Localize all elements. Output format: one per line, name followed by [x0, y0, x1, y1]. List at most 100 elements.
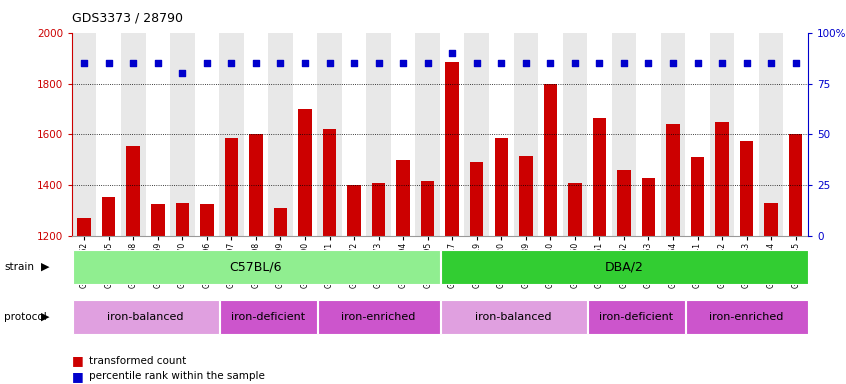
Bar: [73, 300, 219, 334]
Text: ■: ■: [72, 354, 84, 367]
Bar: [299, 109, 311, 236]
Bar: [317, 33, 342, 236]
Point: [568, 60, 581, 66]
Point: [322, 60, 336, 66]
Bar: [72, 33, 96, 236]
Point: [445, 50, 459, 56]
Bar: [201, 204, 213, 236]
Bar: [348, 185, 360, 236]
Bar: [391, 33, 415, 236]
Bar: [489, 33, 514, 236]
Bar: [514, 33, 538, 236]
Point: [77, 60, 91, 66]
Bar: [441, 250, 808, 284]
Bar: [219, 33, 244, 236]
Text: ▶: ▶: [41, 262, 49, 272]
Bar: [765, 203, 777, 236]
Text: ▶: ▶: [41, 312, 49, 322]
Point: [470, 60, 483, 66]
Text: iron-deficient: iron-deficient: [599, 312, 673, 322]
Point: [739, 60, 753, 66]
Bar: [170, 33, 195, 236]
Point: [298, 60, 311, 66]
Bar: [667, 124, 679, 236]
Bar: [642, 178, 655, 236]
Bar: [588, 300, 685, 334]
Text: iron-balanced: iron-balanced: [107, 312, 184, 322]
Point: [420, 60, 434, 66]
Bar: [464, 33, 489, 236]
Point: [788, 60, 802, 66]
Bar: [789, 134, 802, 236]
Bar: [440, 33, 464, 236]
Bar: [716, 122, 728, 236]
Bar: [225, 138, 238, 236]
Point: [641, 60, 655, 66]
Bar: [96, 33, 121, 236]
Point: [519, 60, 532, 66]
Bar: [151, 204, 164, 236]
Bar: [691, 157, 704, 236]
Text: ■: ■: [72, 370, 84, 383]
Bar: [544, 84, 557, 236]
Point: [592, 60, 606, 66]
Bar: [274, 208, 287, 236]
Bar: [569, 183, 581, 236]
Bar: [446, 62, 459, 236]
Text: iron-enriched: iron-enriched: [710, 312, 783, 322]
Point: [224, 60, 238, 66]
Bar: [372, 183, 385, 236]
Text: DBA/2: DBA/2: [605, 260, 643, 273]
Bar: [342, 33, 366, 236]
Bar: [686, 300, 808, 334]
Bar: [73, 250, 440, 284]
Bar: [397, 160, 409, 236]
Bar: [421, 182, 434, 236]
Point: [690, 60, 704, 66]
Bar: [78, 218, 91, 236]
Bar: [176, 203, 189, 236]
Text: iron-deficient: iron-deficient: [231, 312, 305, 322]
Bar: [734, 33, 759, 236]
Point: [396, 60, 409, 66]
Bar: [783, 33, 808, 236]
Bar: [519, 156, 532, 236]
Bar: [759, 33, 783, 236]
Point: [273, 60, 287, 66]
Bar: [250, 134, 262, 236]
Bar: [587, 33, 612, 236]
Point: [200, 60, 213, 66]
Bar: [121, 33, 146, 236]
Text: C57BL/6: C57BL/6: [229, 260, 283, 273]
Bar: [146, 33, 170, 236]
Text: iron-balanced: iron-balanced: [475, 312, 552, 322]
Point: [126, 60, 140, 66]
Bar: [563, 33, 587, 236]
Bar: [740, 141, 753, 236]
Bar: [470, 162, 483, 236]
Text: percentile rank within the sample: percentile rank within the sample: [89, 371, 265, 381]
Bar: [220, 300, 317, 334]
Point: [249, 60, 262, 66]
Point: [543, 60, 557, 66]
Bar: [612, 33, 636, 236]
Bar: [593, 118, 606, 236]
Bar: [366, 33, 391, 236]
Bar: [415, 33, 440, 236]
Bar: [293, 33, 317, 236]
Point: [102, 60, 115, 66]
Point: [175, 70, 189, 76]
Bar: [102, 197, 115, 236]
Bar: [244, 33, 268, 236]
Point: [666, 60, 679, 66]
Text: protocol: protocol: [4, 312, 47, 322]
Point: [347, 60, 360, 66]
Point: [617, 60, 630, 66]
Bar: [268, 33, 293, 236]
Text: transformed count: transformed count: [89, 356, 186, 366]
Bar: [323, 129, 336, 236]
Text: strain: strain: [4, 262, 34, 272]
Bar: [441, 300, 587, 334]
Text: GDS3373 / 28790: GDS3373 / 28790: [72, 12, 183, 25]
Bar: [127, 146, 140, 236]
